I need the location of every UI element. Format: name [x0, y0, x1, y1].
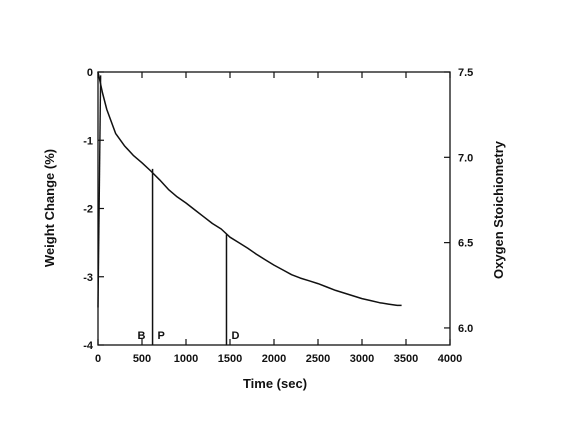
x-axis-label: Time (sec) — [243, 376, 307, 391]
right-y-tick-label: 7.0 — [458, 152, 473, 164]
marker-label-b: B — [137, 330, 145, 342]
y-tick-label: -4 — [83, 340, 94, 352]
x-tick-label: 1500 — [218, 353, 242, 365]
right-y-tick-label: 6.0 — [458, 323, 473, 335]
x-tick-label: 3000 — [350, 353, 374, 365]
x-tick-label: 1000 — [174, 353, 198, 365]
y-tick-label: -1 — [83, 135, 93, 147]
series-line-0 — [97, 71, 402, 307]
x-tick-label: 2500 — [306, 353, 330, 365]
right-y-tick-label: 6.5 — [458, 238, 473, 250]
y-tick-label: -2 — [83, 204, 93, 216]
y-tick-label: -3 — [83, 272, 93, 284]
x-tick-label: 4000 — [438, 353, 462, 365]
x-tick-label: 500 — [133, 353, 151, 365]
x-tick-label: 2000 — [262, 353, 286, 365]
right-y-tick-label: 7.5 — [458, 67, 473, 79]
x-tick-label: 3500 — [394, 353, 418, 365]
y-axis-label: Weight Change (%) — [42, 149, 57, 267]
axes: 0 500 1000 1500 2000 2500 3000 3500 4000 0 -1 -2 -3 -… — [83, 67, 473, 365]
marker-label-d: D — [231, 330, 239, 342]
right-y-axis-label: Oxygen Stoichiometry — [491, 140, 506, 279]
initial-rise-line — [97, 75, 102, 308]
marker-label-p: P — [158, 330, 165, 342]
plot-frame — [97, 71, 451, 346]
x-tick-label: 0 — [95, 353, 101, 365]
y-tick-label: 0 — [87, 67, 93, 79]
